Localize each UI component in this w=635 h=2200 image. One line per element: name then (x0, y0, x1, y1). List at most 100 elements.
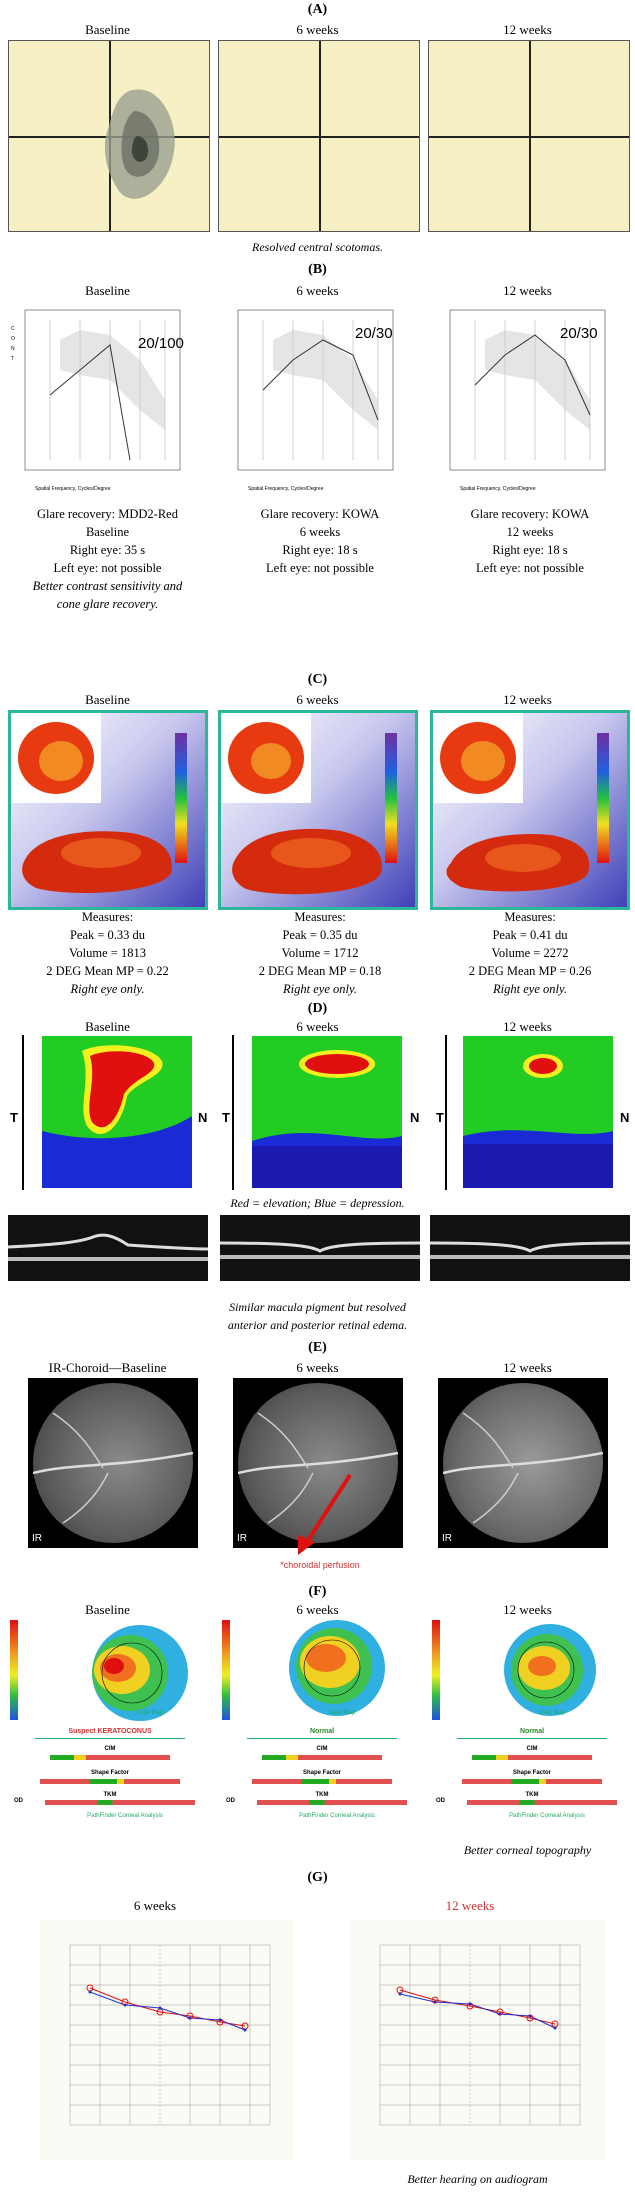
shape-bar-baseline (40, 1779, 180, 1784)
f-title-6w: 6 weeks (296, 1602, 339, 1617)
cim-bar-baseline (50, 1755, 170, 1760)
thickness-map-baseline (42, 1036, 192, 1188)
topo-map-drawing (10, 1620, 188, 1721)
mp-3d-shape (11, 713, 187, 893)
f-caption: Better corneal topography (463, 1843, 592, 1857)
svg-text:C: C (11, 326, 15, 332)
cs-chart-12w: Spatial Frequency, Cycles/Degree (430, 300, 630, 500)
b-title-6w: 6 weeks (296, 283, 339, 298)
d-n-6w: N (410, 1110, 420, 1125)
e-title-baseline: IR-Choroid—Baseline (48, 1360, 167, 1375)
mp-map-6w (218, 710, 418, 910)
vessels-drawing (238, 1412, 398, 1524)
f-title-12w: 12 weeks (503, 1602, 552, 1617)
d-title-12w: 12 weeks (503, 1019, 552, 1034)
e-annotation: *choroidal perfusion (280, 1560, 360, 1570)
b-acuity-12w: 20/30 (560, 325, 598, 342)
axial-map-label-12w: Axial Map (538, 1710, 566, 1716)
red-arrow-icon (298, 1473, 352, 1555)
g-title-6w: 6 weeks (133, 1898, 177, 1913)
d-caption-2: anterior and posterior retinal edema. (227, 1318, 408, 1332)
mp-3d-shape (433, 713, 609, 892)
oct-drawing (7, 1233, 209, 1261)
f-divider (247, 1738, 397, 1739)
scotoma-shape (104, 89, 175, 199)
f-pcal-baseline: PathFinder Corneal Analysis (87, 1813, 163, 1819)
audiogram-drawing (379, 1944, 581, 2126)
c-info-6w: Measures: Peak = 0.35 du Volume = 1712 2… (215, 908, 425, 998)
b-info-12w: Glare recovery: KOWA 12 weeks Right eye:… (425, 505, 635, 577)
g-caption: Better hearing on audiogram (407, 2172, 548, 2186)
f-shape-baseline: Shape Factor (90, 1770, 129, 1776)
oct-drawing (219, 1241, 421, 1259)
topo-map-drawing (432, 1620, 596, 1720)
b-glare-6w: Glare recovery: KOWA (260, 507, 380, 521)
d-caption-1: Similar macula pigment but resolved (229, 1300, 406, 1314)
b-caption-1: Better contrast sensitivity and (32, 579, 183, 593)
a-title-6w: 6 weeks (296, 22, 339, 37)
b-period-12w: 12 weeks (506, 525, 554, 539)
f-status-12w: Normal (519, 1728, 545, 1735)
cs-chart-drawing: Spatial Frequency, Cycles/Degree (449, 309, 606, 492)
c-measures-baseline: Measures: (81, 910, 134, 924)
b-info-baseline: Glare recovery: MDD2-Red Baseline Right … (0, 505, 215, 613)
oct-scan-baseline (7, 1215, 209, 1281)
c-eye-baseline: Right eye only. (70, 982, 145, 996)
axial-map-label-baseline: Axial Map (136, 1710, 164, 1716)
f-shape-12w: Shape Factor (512, 1770, 551, 1776)
thickness-map-6w (252, 1036, 402, 1188)
b-period-6w: 6 weeks (299, 525, 341, 539)
b-title-12w: 12 weeks (503, 283, 552, 298)
c-peak-6w: Peak = 0.35 du (282, 928, 358, 942)
scotoma-grid-12w (428, 40, 630, 232)
f-shape-6w: Shape Factor (302, 1770, 341, 1776)
a-title-12w: 12 weeks (503, 22, 552, 37)
cim-bar-6w (262, 1755, 382, 1760)
d-n-baseline: N (198, 1110, 208, 1125)
f-pcal-6w: PathFinder Corneal Analysis (299, 1813, 375, 1819)
ir-label-baseline: IR (32, 1533, 42, 1544)
c-title-12w: 12 weeks (503, 692, 552, 707)
topo-panel-6w: Axial Map Normal CIM Shape Factor TKM OD… (222, 1618, 422, 1843)
d-t-baseline: T (10, 1110, 18, 1125)
c-eye-12w: Right eye only. (493, 982, 567, 996)
f-cim-12w: CIM (526, 1746, 538, 1752)
c-eye-6w: Right eye only. (283, 982, 357, 996)
c-peak-12w: Peak = 0.41 du (492, 928, 568, 942)
b-period-baseline: Baseline (85, 525, 130, 539)
oct-scan-12w (429, 1215, 631, 1281)
ir-image-6w: IR (233, 1378, 403, 1548)
ir-image-baseline: IR (28, 1378, 198, 1548)
shape-bar-12w (462, 1779, 602, 1784)
d-t-6w: T (222, 1110, 230, 1125)
b-acuity-baseline: 20/100 (138, 335, 184, 352)
b-acuity-6w: 20/30 (355, 325, 393, 342)
g-title-12w: 12 weeks (445, 1898, 495, 1913)
b-info-6w: Glare recovery: KOWA 6 weeks Right eye: … (215, 505, 425, 577)
mp-3d-shape (221, 713, 397, 895)
svg-text:O: O (11, 336, 15, 342)
tkm-bar-baseline (45, 1800, 195, 1805)
thickness-map-drawing (463, 1036, 613, 1188)
vessels-drawing (33, 1412, 193, 1524)
b-glare-12w: Glare recovery: KOWA (470, 507, 590, 521)
d-title-6w: 6 weeks (296, 1019, 339, 1034)
audiogram-drawing (69, 1944, 271, 2126)
b-left-6w: Left eye: not possible (266, 561, 374, 575)
f-od-6w: OD (226, 1798, 235, 1804)
d-n-12w: N (620, 1110, 630, 1125)
f-od-baseline: OD (14, 1798, 23, 1804)
c-deg-6w: 2 DEG Mean MP = 0.18 (258, 964, 382, 978)
b-right-baseline: Right eye: 35 s (69, 543, 146, 557)
b-left-baseline: Left eye: not possible (53, 561, 162, 575)
d-t-12w: T (436, 1110, 444, 1125)
d-border-12w (445, 1035, 447, 1190)
f-title-baseline: Baseline (85, 1602, 130, 1617)
section-e-label: (E) (308, 1340, 327, 1355)
oct-scan-6w (219, 1215, 421, 1281)
b-right-12w: Right eye: 18 s (492, 543, 568, 557)
section-d-label: (D) (307, 1001, 328, 1016)
f-status-baseline: Suspect KERATOCONUS (68, 1728, 152, 1735)
svg-text:T: T (11, 356, 14, 362)
d-title-baseline: Baseline (85, 1019, 130, 1034)
